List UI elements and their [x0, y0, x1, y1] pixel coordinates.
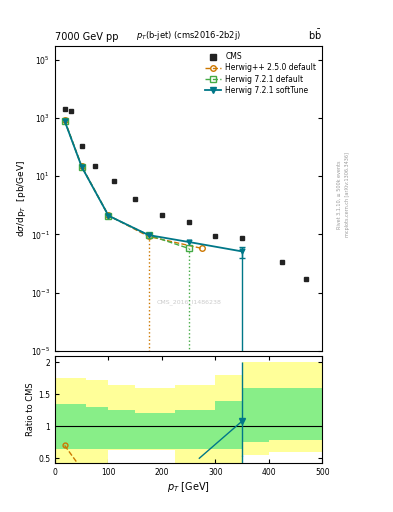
CMS [69, 108, 73, 114]
Text: CMS_2016_I1486238: CMS_2016_I1486238 [156, 299, 221, 305]
Text: b$\bar{\rm b}$: b$\bar{\rm b}$ [309, 28, 322, 42]
Y-axis label: Ratio to CMS: Ratio to CMS [26, 383, 35, 436]
Legend: CMS, Herwig++ 2.5.0 default, Herwig 7.2.1 default, Herwig 7.2.1 softTune: CMS, Herwig++ 2.5.0 default, Herwig 7.2.… [202, 50, 318, 97]
Y-axis label: d$\sigma$/dp$_T$  [pb/GeV]: d$\sigma$/dp$_T$ [pb/GeV] [15, 160, 28, 237]
CMS [62, 106, 67, 113]
CMS [93, 163, 97, 169]
Text: 7000 GeV pp: 7000 GeV pp [55, 32, 119, 42]
Text: mcplots.cern.ch [arXiv:1306.3436]: mcplots.cern.ch [arXiv:1306.3436] [345, 152, 350, 237]
CMS [79, 143, 84, 149]
Text: Rivet 3.1.10, ≥ 500k events: Rivet 3.1.10, ≥ 500k events [337, 160, 342, 229]
CMS [240, 235, 244, 241]
CMS [133, 196, 138, 202]
CMS [186, 219, 191, 225]
Text: $p_{T}$(b-jet) (cms2016-2b2j): $p_{T}$(b-jet) (cms2016-2b2j) [136, 29, 241, 41]
X-axis label: $p_T$ [GeV]: $p_T$ [GeV] [167, 480, 210, 494]
CMS [112, 178, 116, 184]
Line: CMS: CMS [62, 107, 309, 281]
CMS [213, 233, 218, 240]
CMS [280, 259, 285, 265]
CMS [304, 275, 309, 282]
CMS [160, 212, 164, 219]
